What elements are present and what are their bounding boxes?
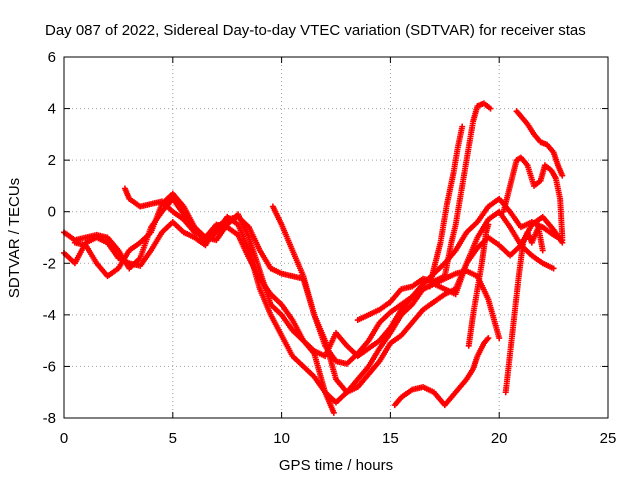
x-tick-label: 25 [600, 430, 617, 447]
series-track-6 [354, 100, 494, 324]
ticks: 0 5 10 15 20 25 -8 -6 -4 -2 0 2 4 6 [43, 49, 617, 447]
series-track-11 [513, 108, 566, 179]
data-points [61, 100, 566, 416]
x-tick-label: 10 [273, 430, 290, 447]
x-axis-label: GPS time / hours [279, 457, 393, 474]
data-point [485, 335, 492, 342]
series-track-7 [426, 123, 466, 290]
x-tick-label: 5 [169, 430, 177, 447]
data-point [559, 172, 566, 179]
grid [64, 57, 608, 418]
x-tick-label: 20 [491, 430, 508, 447]
y-tick-label: 4 [48, 101, 56, 118]
series-track-12 [391, 335, 492, 409]
x-tick-label: 15 [382, 430, 399, 447]
y-tick-label: -4 [43, 307, 56, 324]
series-track-9 [502, 224, 546, 396]
y-tick-label: 6 [48, 49, 56, 66]
data-point [550, 265, 557, 272]
data-point [459, 123, 466, 130]
data-point [539, 247, 546, 254]
data-point [487, 105, 494, 112]
data-point [330, 409, 337, 416]
plot-frame [63, 56, 609, 419]
y-axis-label: SDTVAR / TECUs [6, 178, 23, 298]
data-point [496, 335, 503, 342]
series-track-10 [500, 154, 566, 241]
chart-title: Day 087 of 2022, Sidereal Day-to-day VTE… [45, 22, 586, 39]
y-tick-label: -2 [43, 255, 56, 272]
y-tick-label: -8 [43, 410, 56, 427]
x-tick-label: 0 [60, 430, 68, 447]
data-point [559, 234, 566, 241]
y-tick-label: 0 [48, 204, 56, 221]
y-tick-label: 2 [48, 152, 56, 169]
series-track-8 [465, 221, 492, 349]
data-point [485, 221, 492, 228]
y-tick-label: -6 [43, 358, 56, 375]
